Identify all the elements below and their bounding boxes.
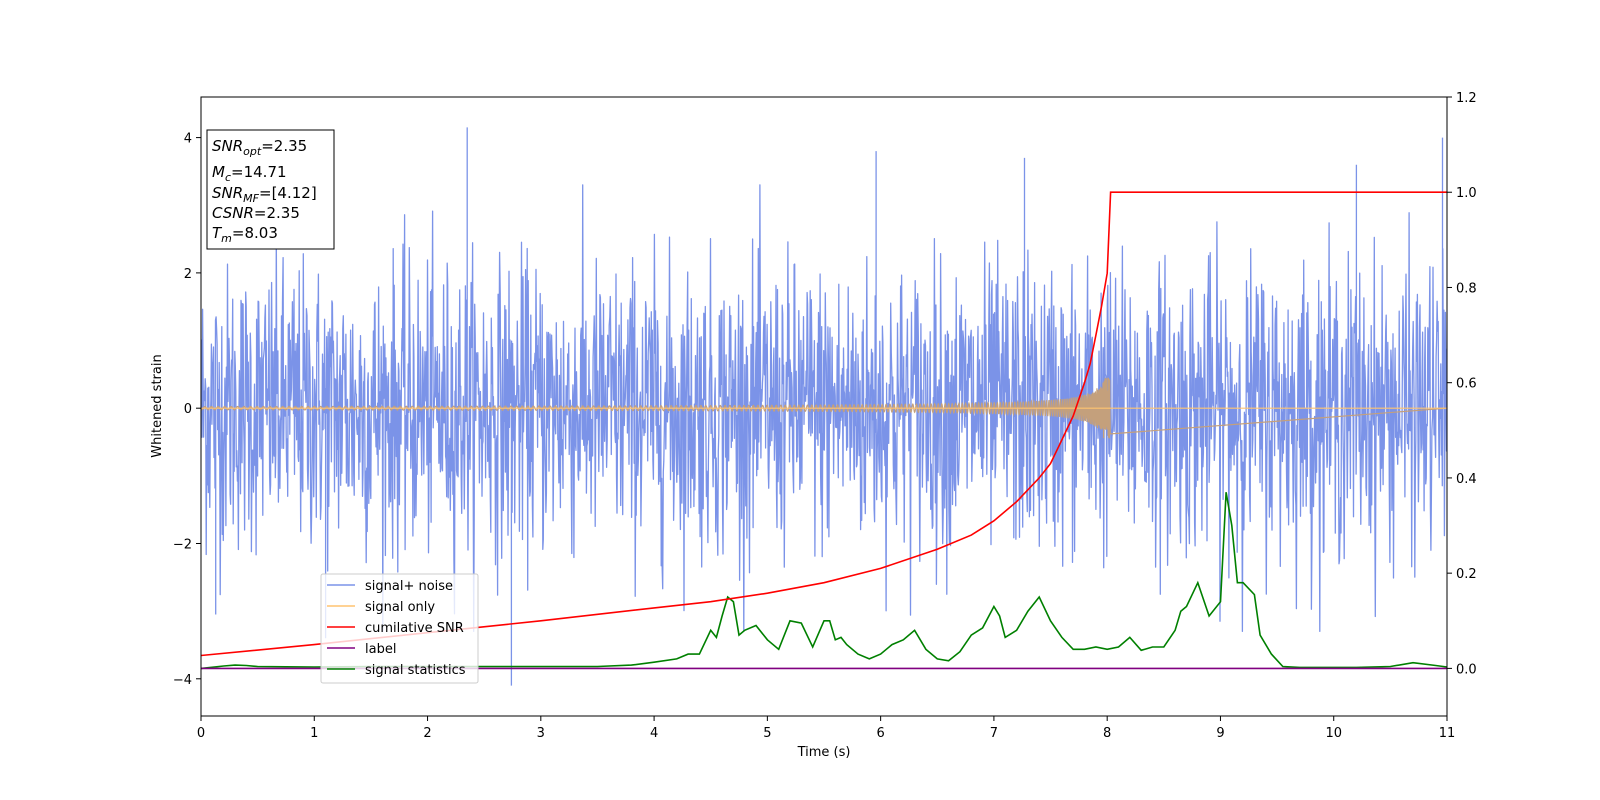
x-tick-label: 5 <box>763 726 771 741</box>
legend-item-label: label <box>327 642 396 657</box>
info-csnr: CSNR=2.35 <box>212 204 300 222</box>
y-left-tick-label: 4 <box>184 132 192 147</box>
x-axis-title: Time (s) <box>797 745 851 760</box>
x-tick-label: 8 <box>1103 726 1111 741</box>
legend-item-signal-noise: signal+ noise <box>327 579 453 594</box>
legend-label: label <box>365 642 396 657</box>
info-snr-mf: SNRMF=[4.12] <box>212 184 317 205</box>
x-tick-label: 4 <box>650 726 658 741</box>
legend-item-signal-only: signal only <box>327 600 435 615</box>
y-right-tick-label: 1.2 <box>1456 91 1477 106</box>
info-snr-opt: SNRopt=2.35 <box>212 137 307 158</box>
x-tick-label: 2 <box>423 726 431 741</box>
y-right-tick-label: 1.0 <box>1456 186 1477 201</box>
series-cumilative-snr <box>201 191 1447 657</box>
x-tick-label: 6 <box>876 726 884 741</box>
y-axis-title: Whitened strain <box>150 354 165 457</box>
series-signal-noise <box>201 127 1447 686</box>
x-tick-label: 1 <box>310 726 318 741</box>
x-axis: 0 1 2 3 4 5 6 7 8 9 10 11 <box>197 716 1455 741</box>
legend-label: signal only <box>365 600 435 615</box>
info-box: SNRopt=2.35 Mc=14.71 SNRMF=[4.12] CSNR=2… <box>206 129 335 250</box>
y-left-tick-label: 0 <box>184 402 192 417</box>
y-left-tick-label: −4 <box>173 673 192 688</box>
legend-label: cumilative SNR <box>365 621 464 636</box>
legend: signal+ noise signal only cumilative SNR… <box>320 573 479 684</box>
series-signal-statistics <box>201 492 1447 670</box>
legend-item-signal-statistics: signal statistics <box>327 663 466 678</box>
series-signal-only <box>201 377 1447 439</box>
y-left-tick-label: 2 <box>184 267 192 282</box>
y-right-tick-label: 0.0 <box>1456 662 1477 677</box>
y-left-tick-label: −2 <box>173 537 192 552</box>
y-axis-right: 0.0 0.2 0.4 0.6 0.8 1.0 1.2 <box>1447 91 1477 677</box>
y-right-tick-label: 0.8 <box>1456 281 1477 296</box>
plot-frame <box>200 96 1448 717</box>
x-tick-label: 11 <box>1439 726 1456 741</box>
y-right-tick-label: 0.6 <box>1456 377 1477 392</box>
y-right-tick-label: 0.2 <box>1456 567 1477 582</box>
y-right-tick-label: 0.4 <box>1456 472 1477 487</box>
x-tick-label: 9 <box>1216 726 1224 741</box>
noise-series <box>201 127 1447 686</box>
legend-item-cumulative-snr: cumilative SNR <box>327 621 464 636</box>
signal-only-series <box>201 377 1447 439</box>
legend-label: signal+ noise <box>365 579 453 594</box>
x-tick-label: 0 <box>197 726 205 741</box>
info-tm: Tm=8.03 <box>212 224 278 245</box>
x-tick-label: 10 <box>1325 726 1342 741</box>
legend-label: signal statistics <box>365 663 466 678</box>
y-axis-left: −4 −2 0 2 4 <box>173 132 201 688</box>
x-tick-label: 3 <box>537 726 545 741</box>
x-tick-label: 7 <box>990 726 998 741</box>
info-mc: Mc=14.71 <box>212 163 287 184</box>
